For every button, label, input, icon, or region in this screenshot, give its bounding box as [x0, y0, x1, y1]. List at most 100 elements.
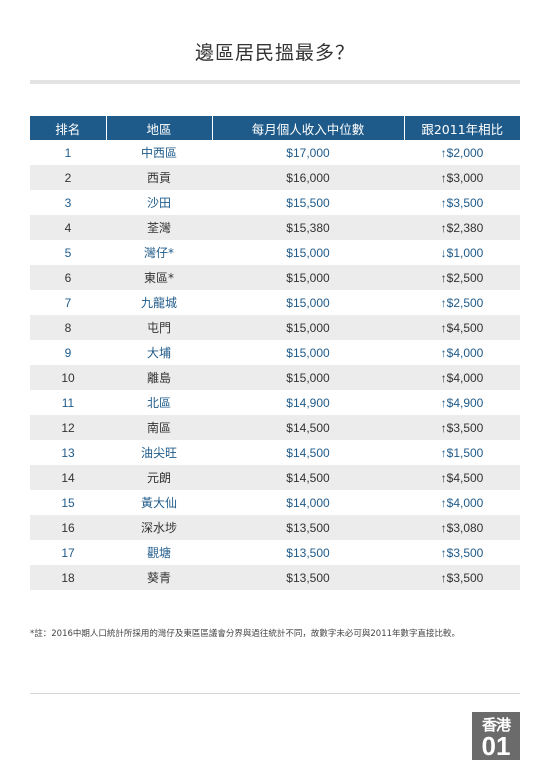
cell-rank: 17	[30, 540, 106, 565]
cell-income: $14,500	[212, 465, 404, 490]
cell-change: ↓$1,000	[404, 240, 520, 265]
cell-district: 荃灣	[106, 215, 212, 240]
cell-change: ↑$3,080	[404, 515, 520, 540]
cell-district: 北區	[106, 390, 212, 415]
header-change: 跟2011年相比	[404, 116, 520, 140]
cell-district: 西貢	[106, 165, 212, 190]
cell-change: ↑$2,380	[404, 215, 520, 240]
logo-text-hk: 香港	[481, 716, 511, 734]
cell-rank: 18	[30, 565, 106, 590]
cell-change: ↑$4,500	[404, 315, 520, 340]
cell-district: 觀塘	[106, 540, 212, 565]
cell-income: $13,500	[212, 540, 404, 565]
header-district: 地區	[106, 116, 213, 140]
title-divider	[30, 80, 520, 84]
table-row: 15 黃大仙 $14,000 ↑$4,000	[30, 490, 520, 515]
cell-income: $14,500	[212, 415, 404, 440]
header-income: 每月個人收入中位數	[212, 116, 405, 140]
cell-rank: 16	[30, 515, 106, 540]
cell-change: ↑$4,900	[404, 390, 520, 415]
cell-change: ↑$3,000	[404, 165, 520, 190]
cell-change: ↑$3,500	[404, 540, 520, 565]
table-row: 17 觀塘 $13,500 ↑$3,500	[30, 540, 520, 565]
cell-income: $14,500	[212, 440, 404, 465]
cell-income: $13,500	[212, 565, 404, 590]
cell-rank: 3	[30, 190, 106, 215]
cell-income: $15,000	[212, 365, 404, 390]
cell-rank: 9	[30, 340, 106, 365]
cell-income: $16,000	[212, 165, 404, 190]
table-row: 7 九龍城 $15,000 ↑$2,500	[30, 290, 520, 315]
cell-rank: 15	[30, 490, 106, 515]
cell-change: ↑$2,000	[404, 140, 520, 165]
cell-district: 屯門	[106, 315, 212, 340]
cell-rank: 7	[30, 290, 106, 315]
hk01-logo: 香港 01	[472, 712, 520, 760]
logo-text-01: 01	[481, 731, 511, 761]
bottom-divider	[30, 693, 520, 694]
table-row: 13 油尖旺 $14,500 ↑$1,500	[30, 440, 520, 465]
cell-income: $15,380	[212, 215, 404, 240]
table-row: 8 屯門 $15,000 ↑$4,500	[30, 315, 520, 340]
cell-district: 深水埗	[106, 515, 212, 540]
cell-district: 黃大仙	[106, 490, 212, 515]
table-row: 1 中西區 $17,000 ↑$2,000	[30, 140, 520, 165]
cell-district: 葵青	[106, 565, 212, 590]
cell-rank: 4	[30, 215, 106, 240]
cell-change: ↑$4,500	[404, 465, 520, 490]
header-rank: 排名	[30, 116, 107, 140]
cell-district: 中西區	[106, 140, 212, 165]
cell-rank: 5	[30, 240, 106, 265]
cell-rank: 12	[30, 415, 106, 440]
cell-change: ↑$4,000	[404, 490, 520, 515]
cell-income: $17,000	[212, 140, 404, 165]
cell-district: 南區	[106, 415, 212, 440]
cell-rank: 8	[30, 315, 106, 340]
cell-change: ↑$1,500	[404, 440, 520, 465]
cell-rank: 1	[30, 140, 106, 165]
income-table: 排名 地區 每月個人收入中位數 跟2011年相比 1 中西區 $17,000 ↑$2,…	[30, 116, 520, 590]
cell-change: ↑$3,500	[404, 415, 520, 440]
cell-district: 東區*	[106, 265, 212, 290]
cell-change: ↑$3,500	[404, 565, 520, 590]
cell-income: $13,500	[212, 515, 404, 540]
table-row: 4 荃灣 $15,380 ↑$2,380	[30, 215, 520, 240]
cell-income: $15,000	[212, 340, 404, 365]
table-row: 10 離島 $15,000 ↑$4,000	[30, 365, 520, 390]
table-row: 3 沙田 $15,500 ↑$3,500	[30, 190, 520, 215]
table-body: 1 中西區 $17,000 ↑$2,000 2 西貢 $16,000 ↑$3,000 3 沙田 $1…	[30, 140, 520, 590]
table-row: 16 深水埗 $13,500 ↑$3,080	[30, 515, 520, 540]
cell-district: 九龍城	[106, 290, 212, 315]
cell-income: $15,000	[212, 265, 404, 290]
cell-change: ↑$2,500	[404, 265, 520, 290]
cell-income: $14,900	[212, 390, 404, 415]
cell-income: $15,500	[212, 190, 404, 215]
cell-rank: 2	[30, 165, 106, 190]
cell-rank: 13	[30, 440, 106, 465]
cell-change: ↑$4,000	[404, 365, 520, 390]
table-row: 14 元朗 $14,500 ↑$4,500	[30, 465, 520, 490]
table-row: 2 西貢 $16,000 ↑$3,000	[30, 165, 520, 190]
cell-district: 油尖旺	[106, 440, 212, 465]
table-header-row: 排名 地區 每月個人收入中位數 跟2011年相比	[30, 116, 520, 140]
footnote: *註：2016中期人口統計所採用的灣仔及東區區議會分界與過往統計不同，故數字未必…	[30, 629, 461, 639]
cell-rank: 6	[30, 265, 106, 290]
table-row: 9 大埔 $15,000 ↑$4,000	[30, 340, 520, 365]
table-row: 5 灣仔* $15,000 ↓$1,000	[30, 240, 520, 265]
cell-income: $15,000	[212, 240, 404, 265]
table-row: 6 東區* $15,000 ↑$2,500	[30, 265, 520, 290]
cell-change: ↑$2,500	[404, 290, 520, 315]
cell-district: 元朗	[106, 465, 212, 490]
cell-rank: 10	[30, 365, 106, 390]
page-title: 邊區居民搵最多？	[194, 42, 355, 64]
cell-district: 沙田	[106, 190, 212, 215]
cell-district: 大埔	[106, 340, 212, 365]
table-row: 12 南區 $14,500 ↑$3,500	[30, 415, 520, 440]
cell-income: $15,000	[212, 315, 404, 340]
cell-income: $14,000	[212, 490, 404, 515]
cell-income: $15,000	[212, 290, 404, 315]
table-row: 11 北區 $14,900 ↑$4,900	[30, 390, 520, 415]
cell-change: ↑$3,500	[404, 190, 520, 215]
cell-rank: 11	[30, 390, 106, 415]
table-row: 18 葵青 $13,500 ↑$3,500	[30, 565, 520, 590]
